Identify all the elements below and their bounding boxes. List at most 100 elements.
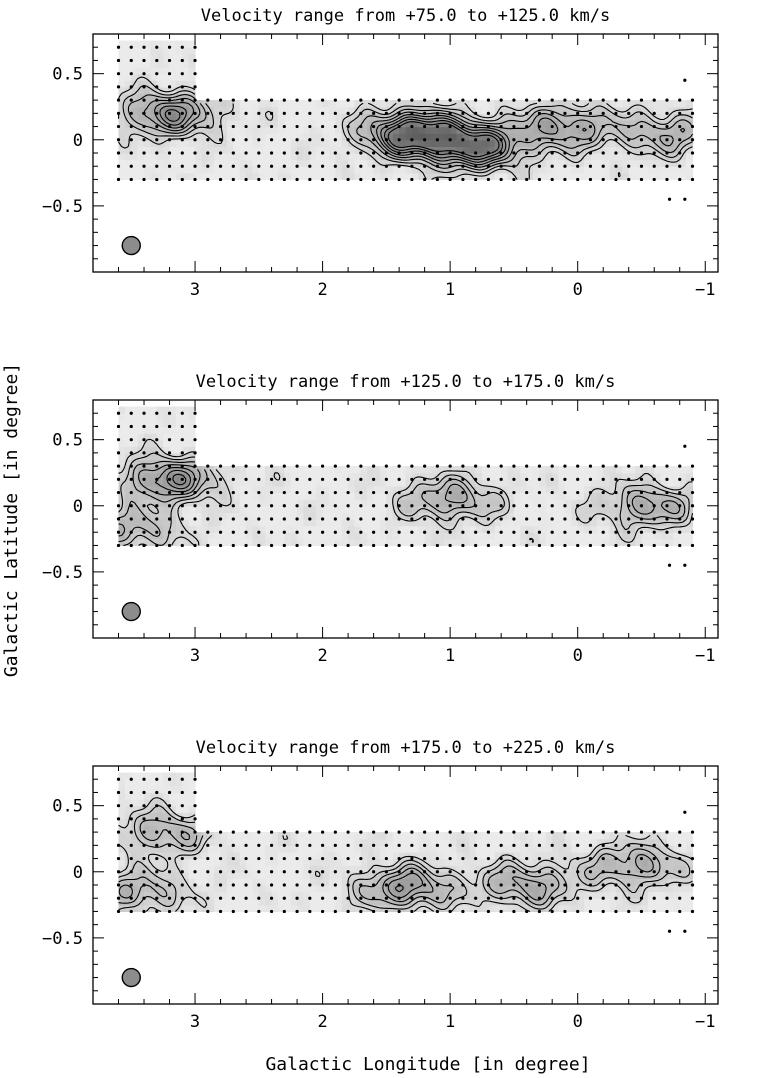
sample-point [550, 111, 554, 115]
sample-point [359, 830, 363, 834]
sample-point [155, 817, 159, 821]
sample-point [218, 856, 223, 861]
sample-point [474, 138, 478, 142]
sample-point [435, 164, 439, 168]
sample-point [193, 58, 197, 63]
sample-point [359, 164, 363, 168]
sample-point [346, 111, 350, 115]
sample-point [282, 909, 286, 914]
sample-point [423, 464, 427, 468]
sample-point [588, 490, 593, 495]
sample-point [142, 151, 146, 155]
sample-point [333, 843, 337, 847]
sample-point [499, 896, 503, 900]
sample-point [295, 870, 299, 874]
sample-point [116, 777, 121, 781]
sample-point [320, 883, 325, 887]
sample-point [537, 138, 542, 142]
sample-point [474, 151, 478, 155]
y-axis-label: Galactic Latitude [in degree] [1, 363, 22, 677]
sample-point [614, 543, 618, 548]
sample-point [180, 490, 184, 495]
sample-point [193, 72, 197, 76]
sample-point [218, 138, 223, 142]
sample-point [410, 870, 414, 874]
sample-point [563, 138, 567, 142]
sample-point [346, 896, 350, 900]
panel-title: Velocity range from +175.0 to +225.0 km/… [196, 738, 616, 758]
sample-point [512, 177, 516, 182]
sample-point [639, 883, 644, 887]
sample-point [295, 830, 299, 834]
sample-point [474, 883, 478, 887]
sample-point [231, 830, 235, 834]
sample-point [308, 111, 312, 115]
sample-point [474, 830, 478, 834]
sample-point [129, 543, 133, 548]
sample-point [269, 504, 274, 508]
sample-point [448, 124, 452, 129]
sample-point [231, 177, 235, 182]
sample-point [359, 896, 363, 900]
ticks [92, 33, 718, 273]
sample-point [359, 464, 363, 468]
sample-point [231, 870, 235, 874]
sample-point [295, 856, 299, 861]
sample-point [257, 504, 261, 508]
sample-point [155, 517, 159, 521]
sample-point [129, 45, 133, 49]
sample-point [359, 490, 363, 495]
sample-point [410, 477, 414, 481]
sample-point [384, 830, 388, 834]
sample-point [499, 164, 503, 168]
sample-point [218, 870, 223, 874]
sample-point [116, 58, 121, 63]
sample-point [129, 438, 133, 442]
x-tick-label: 3 [190, 280, 200, 300]
sample-point [155, 830, 159, 834]
sample-point [269, 883, 274, 887]
sample-point [180, 424, 184, 429]
sample-point [218, 477, 223, 481]
sample-point [537, 530, 542, 534]
sample-point [333, 883, 337, 887]
sample-point [129, 896, 133, 900]
sample-point [525, 909, 529, 914]
sample-point [461, 856, 465, 861]
sample-point [474, 124, 478, 129]
sample-point [614, 517, 618, 521]
sample-point [384, 177, 388, 182]
sample-point [448, 164, 452, 168]
sample-point [333, 124, 337, 129]
sample-point [333, 98, 337, 102]
sample-point [167, 58, 172, 63]
sample-point [397, 464, 401, 468]
sample-point [690, 909, 695, 914]
sample-point [410, 164, 414, 168]
sample-point [155, 896, 159, 900]
sample-point [308, 504, 312, 508]
sample-point [614, 98, 618, 102]
sample-point [295, 490, 299, 495]
sample-point [218, 909, 223, 914]
sample-point [231, 111, 235, 115]
sample-point [525, 530, 529, 534]
sample-point [550, 490, 554, 495]
sample-point [295, 517, 299, 521]
sample-point [206, 883, 210, 887]
sample-point [384, 124, 388, 129]
sample-point [346, 124, 350, 129]
sample-point [461, 530, 465, 534]
sample-point [206, 138, 210, 142]
sample-point [652, 896, 656, 900]
sample-point [537, 477, 542, 481]
sample-point [384, 98, 388, 102]
sample-point [372, 543, 376, 548]
sample-point [308, 909, 312, 914]
sample-point [180, 530, 184, 534]
sample-point [639, 843, 644, 847]
sample-point [525, 870, 529, 874]
sample-point [576, 870, 580, 874]
sample-point [167, 870, 172, 874]
sample-point [601, 896, 605, 900]
